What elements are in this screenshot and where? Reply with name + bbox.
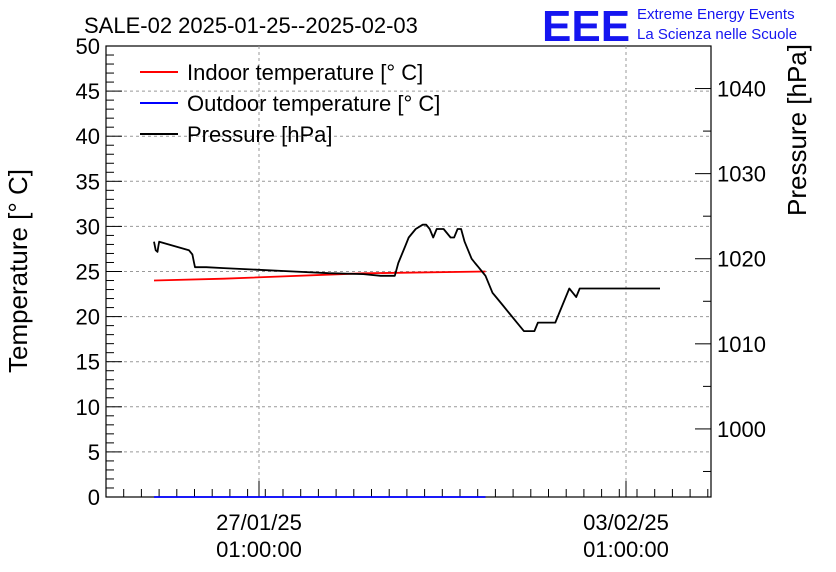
y-tick-label: 0 — [88, 485, 100, 510]
eee-logo-line1: Extreme Energy Events — [637, 6, 795, 23]
y-tick-label: 20 — [76, 305, 100, 330]
y-axis-title: Temperature [° C] — [3, 169, 33, 373]
y2-axis-title: Pressure [hPa] — [782, 44, 812, 216]
y-tick-label: 35 — [76, 169, 100, 194]
legend-label-pressure: Pressure [hPa] — [187, 122, 333, 147]
y-tick-label: 5 — [88, 440, 100, 465]
legend-label-outdoor: Outdoor temperature [° C] — [187, 91, 440, 116]
eee-logo-line2: La Scienza nelle Scuole — [637, 26, 797, 43]
y2-tick-label: 1010 — [717, 332, 766, 357]
axis-ticks: 0 5 10 15 20 25 30 35 40 45 50 1000 1010 1020 1030 1040… — [76, 34, 766, 562]
x-tick-date: 27/01/25 — [216, 510, 302, 535]
y2-tick-label: 1020 — [717, 247, 766, 272]
series-line-2 — [153, 223, 660, 333]
y-tick-label: 15 — [76, 350, 100, 375]
x-tick-time: 01:00:00 — [216, 537, 302, 562]
x-tick-time: 01:00:00 — [583, 537, 669, 562]
y-tick-label: 40 — [76, 124, 100, 149]
series-lines — [153, 223, 660, 498]
eee-logo-mark: EEE — [542, 2, 630, 51]
y-tick-label: 45 — [76, 79, 100, 104]
y2-tick-label: 1000 — [717, 417, 766, 442]
y-tick-label: 30 — [76, 214, 100, 239]
y2-tick-label: 1040 — [717, 77, 766, 102]
y2-tick-label: 1030 — [717, 162, 766, 187]
y-tick-label: 10 — [76, 395, 100, 420]
x-tick-date: 03/02/25 — [583, 510, 669, 535]
legend: Indoor temperature [° C] Outdoor tempera… — [140, 60, 440, 147]
chart-title: SALE-02 2025-01-25--2025-02-03 — [84, 13, 418, 38]
series-line-0 — [153, 270, 486, 282]
legend-label-indoor: Indoor temperature [° C] — [187, 60, 423, 85]
y-tick-label: 25 — [76, 260, 100, 285]
grid-lines — [106, 46, 711, 497]
y-tick-label: 50 — [76, 34, 100, 59]
eee-logo: EEE Extreme Energy Events La Scienza nel… — [542, 2, 797, 51]
